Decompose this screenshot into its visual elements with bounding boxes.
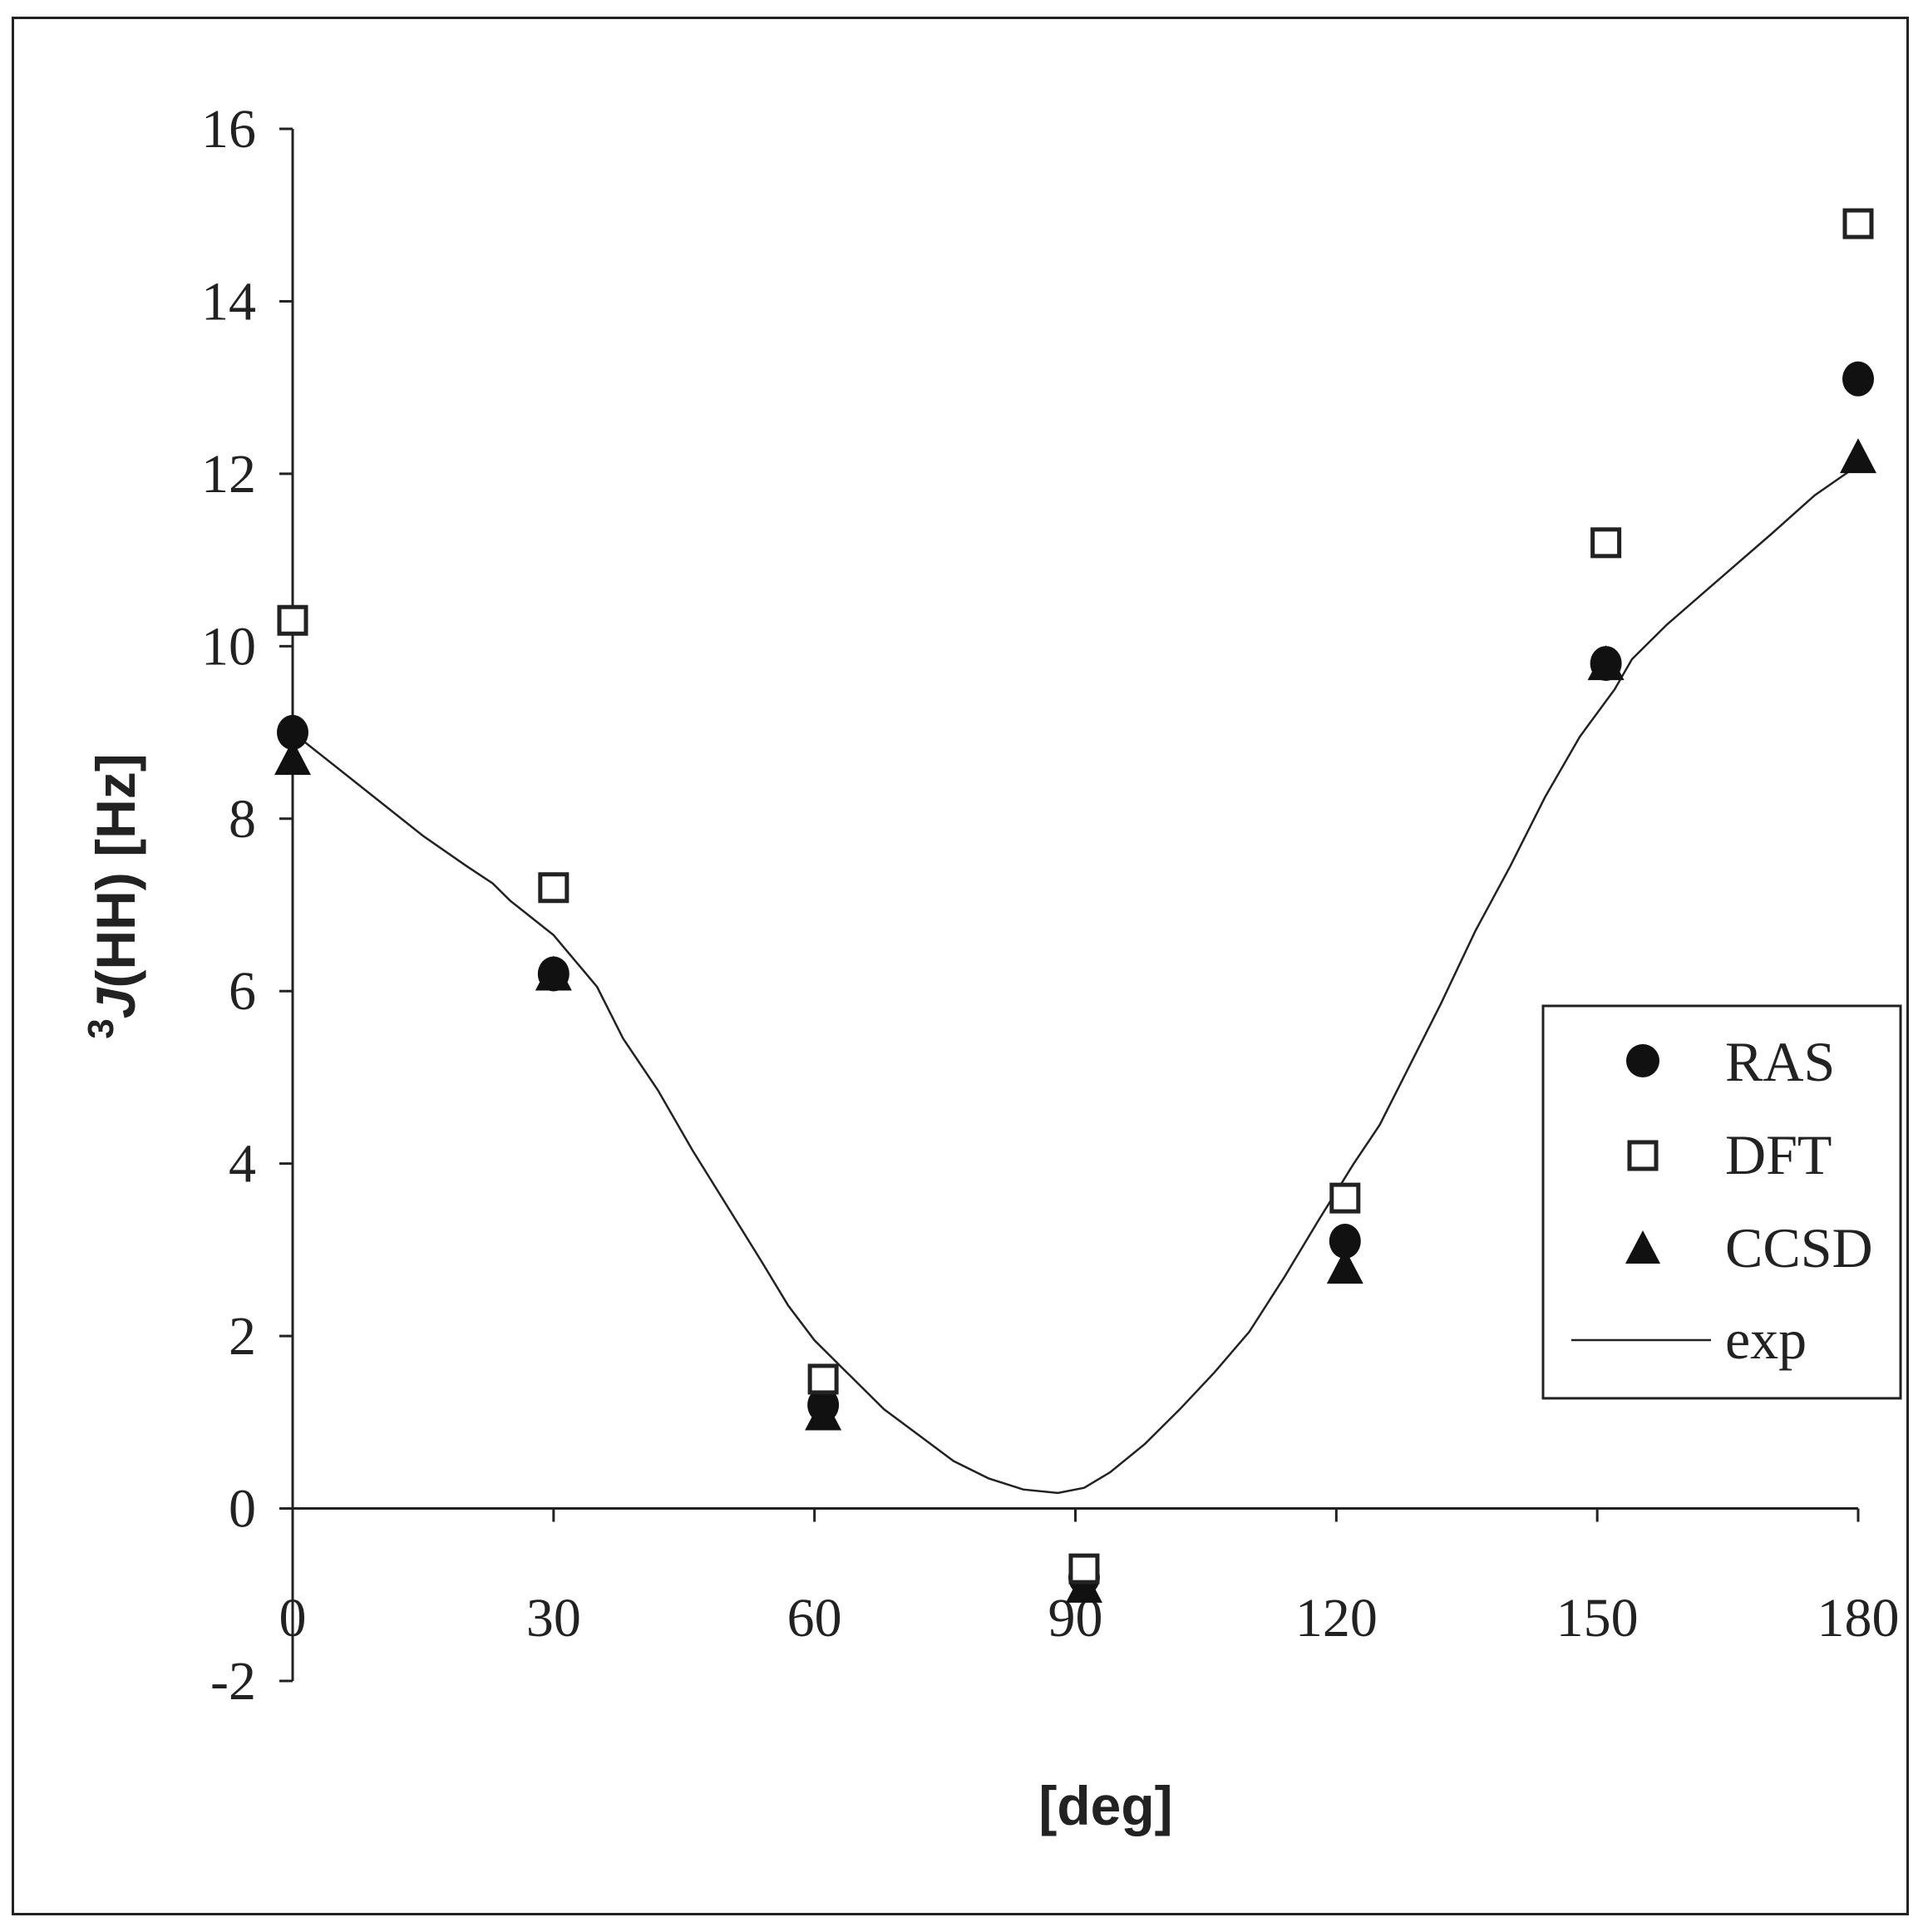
y-tick-label: 16	[201, 99, 256, 160]
x-tick-label: 120	[1295, 1588, 1378, 1649]
data-point-ras	[1590, 646, 1622, 682]
x-tick-label: 0	[279, 1588, 307, 1649]
legend: RAS DFT CCSD exp	[1541, 1004, 1902, 1400]
legend-triangle-marker	[1625, 1230, 1660, 1264]
series-line-exp	[292, 464, 1859, 1495]
x-tick-label: 150	[1556, 1588, 1639, 1649]
y-axis-title: 3J(HH) [Hz]	[81, 753, 146, 1038]
data-point-ras	[807, 1387, 840, 1423]
legend-label-dft: DFT	[1725, 1123, 1832, 1186]
legend-label-ras: RAS	[1725, 1030, 1835, 1093]
legend-label-exp: exp	[1725, 1308, 1807, 1371]
y-axis-title-rest: (HH) [Hz]	[85, 753, 146, 988]
y-tick-label: 14	[201, 271, 256, 332]
y-tick-label: 0	[229, 1479, 256, 1540]
data-point-dft	[1068, 1553, 1100, 1585]
legend-circle-marker	[1626, 1044, 1659, 1077]
data-point-dft	[1590, 527, 1622, 559]
data-point-dft	[807, 1363, 839, 1395]
data-point-ccsd	[1840, 438, 1876, 474]
y-tick-label: 8	[229, 789, 256, 850]
data-point-dft	[1842, 208, 1874, 239]
y-tick-labels: -2 0 2 4 6 8 10 12 14 16	[201, 99, 256, 1712]
y-tick-label: 12	[201, 444, 256, 505]
y-tick-label: 6	[229, 961, 256, 1022]
y-tick-label: 10	[201, 616, 256, 677]
data-point-ras	[1842, 361, 1874, 397]
legend-box	[1541, 1004, 1902, 1400]
data-point-dft	[277, 604, 308, 636]
data-point-ras	[1329, 1224, 1361, 1259]
legend-square-marker	[1627, 1140, 1659, 1171]
x-axis-title: [deg]	[1038, 1775, 1172, 1836]
chart-frame	[12, 17, 1909, 1915]
y-axis-title-j: J	[85, 987, 146, 1018]
data-point-ccsd	[274, 740, 311, 776]
y-tick-label: 4	[229, 1134, 256, 1195]
y-tick-label: 2	[229, 1306, 256, 1367]
x-tick-label: 60	[787, 1588, 842, 1649]
data-point-dft	[538, 872, 570, 904]
x-tick-label: 30	[526, 1588, 581, 1649]
data-point-ras	[277, 715, 308, 751]
data-point-ccsd	[1326, 1249, 1363, 1284]
y-axis-title-sup: 3	[81, 1018, 121, 1038]
x-tick-label: 180	[1817, 1588, 1900, 1649]
legend-label-ccsd: CCSD	[1725, 1216, 1873, 1279]
series-layer	[274, 208, 1876, 1603]
data-point-dft	[1329, 1182, 1361, 1214]
axes	[279, 127, 1860, 1683]
data-point-ras	[537, 956, 570, 992]
y-tick-label: -2	[210, 1651, 256, 1712]
